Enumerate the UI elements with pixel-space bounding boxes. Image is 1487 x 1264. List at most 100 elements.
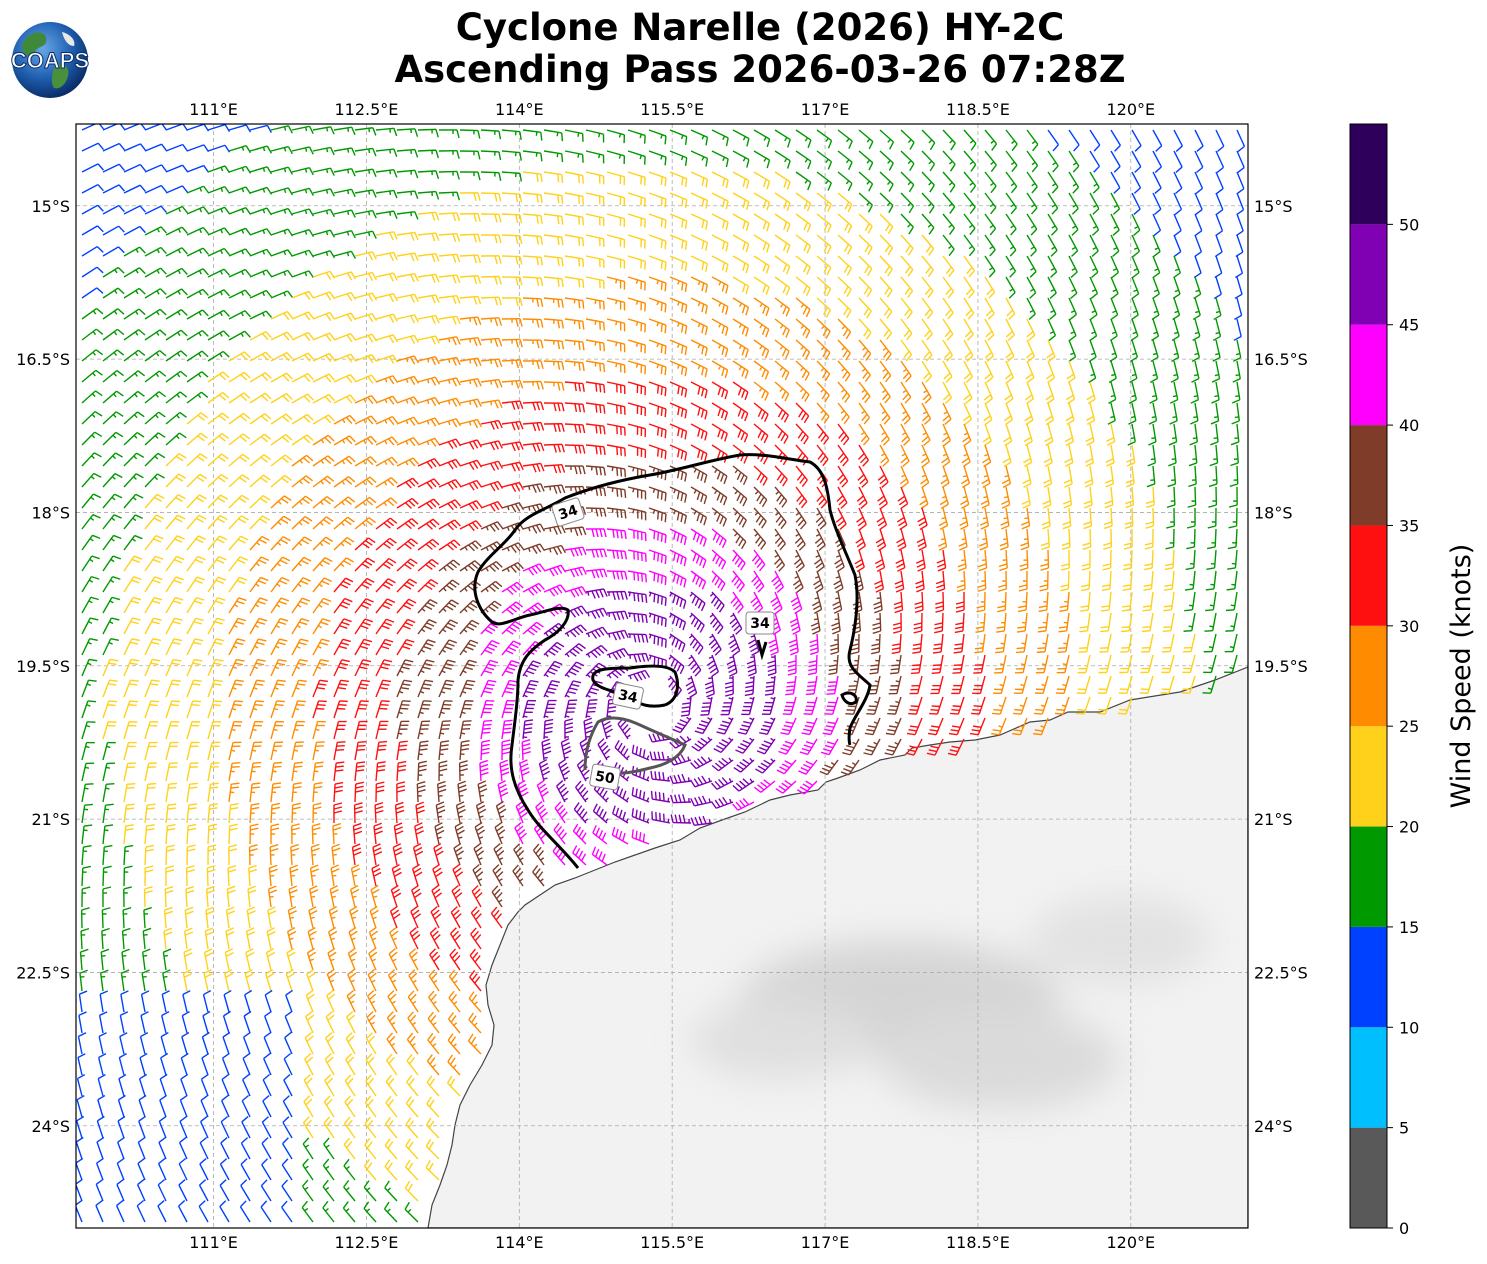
wind-barb <box>501 234 523 244</box>
lon-tick-bottom: 114°E <box>495 1233 544 1252</box>
wind-barb <box>81 225 104 236</box>
lon-tick-top: 112.5°E <box>334 100 398 119</box>
wind-barb <box>186 226 210 236</box>
wind-barb <box>354 168 377 178</box>
wind-barb <box>984 171 997 194</box>
wind-barb <box>1110 171 1121 194</box>
wind-barb <box>1194 213 1203 237</box>
colorbar-tick-label: 40 <box>1399 416 1419 435</box>
wind-barb <box>711 129 729 147</box>
lon-tick-bottom: 118.5°E <box>946 1233 1010 1252</box>
colorbar-bin <box>1350 826 1387 927</box>
wind-barb <box>228 207 252 215</box>
wind-barb <box>1047 129 1060 152</box>
wind-barb <box>438 170 460 180</box>
wind-barb <box>417 190 440 200</box>
wind-barb <box>333 147 356 156</box>
wind-barb <box>312 146 335 156</box>
lon-tick-top: 120°E <box>1106 100 1155 119</box>
colorbar-tick-label: 25 <box>1399 717 1419 736</box>
wind-barb <box>648 192 667 208</box>
wind-barb <box>963 192 976 215</box>
wind-barb <box>501 192 523 203</box>
wind-barb <box>270 125 293 134</box>
colorbar-bin <box>1350 625 1387 727</box>
lon-tick-bottom: 120°E <box>1106 1233 1155 1252</box>
wind-barb <box>1026 192 1038 215</box>
wind-barb <box>669 192 688 209</box>
lat-tick-left: 16.5°S <box>16 350 70 369</box>
wind-barb <box>543 192 564 204</box>
wind-barb <box>879 171 894 192</box>
wind-barb <box>375 189 398 199</box>
colorbar: 0 5 10 15 20 25 30 35 40 45 50 <box>1349 123 1419 1238</box>
wind-barb <box>438 129 460 139</box>
wind-barb <box>921 171 935 193</box>
wind-barb <box>900 150 915 172</box>
wind-barb <box>1089 192 1100 215</box>
lon-tick-bottom: 117°E <box>801 1233 850 1252</box>
wind-barb <box>837 192 853 213</box>
wind-barb <box>1152 171 1162 194</box>
wind-barb <box>396 231 419 241</box>
wind-barb <box>354 127 377 136</box>
wind-barb <box>816 213 832 234</box>
wind-barb <box>690 213 709 230</box>
wind-barb <box>900 213 914 235</box>
wind-barb <box>1215 192 1224 216</box>
colorbar-bin <box>1350 1027 1387 1128</box>
wind-barb <box>732 129 750 147</box>
wind-barb <box>207 144 231 153</box>
wind-barb <box>249 145 273 154</box>
wind-barb <box>816 192 832 212</box>
wind-barb <box>417 149 440 159</box>
wind-barb <box>375 210 398 219</box>
wind-barb <box>942 213 955 235</box>
wind-barb <box>543 213 564 225</box>
wind-barb <box>165 143 189 152</box>
wind-barb <box>480 129 502 140</box>
wind-barb <box>396 169 419 179</box>
wind-barb <box>942 192 956 214</box>
wind-barb <box>375 127 398 137</box>
wind-barb <box>438 191 460 201</box>
wind-barb <box>291 146 314 155</box>
wind-barb <box>900 171 915 193</box>
wind-barb <box>144 184 168 194</box>
wind-barb <box>921 213 935 235</box>
wind-barb <box>1235 213 1244 237</box>
wind-barb <box>207 206 231 215</box>
wind-barb <box>606 150 626 165</box>
wind-barb <box>375 231 398 241</box>
wind-barb <box>606 129 626 144</box>
wind-barb <box>1173 150 1183 173</box>
lat-tick-right: 18°S <box>1254 503 1293 522</box>
wind-barb <box>1131 150 1142 173</box>
wind-barb <box>816 150 833 170</box>
wind-barb <box>732 150 750 168</box>
wind-barb <box>459 233 481 243</box>
wind-barb <box>207 185 231 194</box>
wind-barb <box>270 228 294 237</box>
wind-barb <box>459 171 481 181</box>
colorbar-bin <box>1350 1127 1387 1228</box>
wind-barb <box>816 171 832 191</box>
wind-barb <box>963 150 977 172</box>
wind-barb <box>459 150 481 160</box>
wind-barb <box>627 213 646 228</box>
wind-barb <box>291 187 314 196</box>
wind-barb <box>606 192 626 206</box>
wind-barb <box>1110 213 1120 236</box>
wind-barb <box>480 192 502 202</box>
wind-barb <box>711 213 729 231</box>
lat-tick-right: 22.5°S <box>1254 963 1308 982</box>
lat-tick-right: 15°S <box>1254 197 1293 216</box>
wind-barb <box>1236 150 1245 174</box>
wind-barb <box>1215 213 1224 237</box>
wind-barb <box>228 145 252 154</box>
wind-barb <box>396 190 419 199</box>
wind-barb <box>1068 213 1079 236</box>
wind-barb <box>501 150 522 161</box>
wind-barb <box>564 192 584 205</box>
colorbar-bin <box>1350 324 1387 426</box>
